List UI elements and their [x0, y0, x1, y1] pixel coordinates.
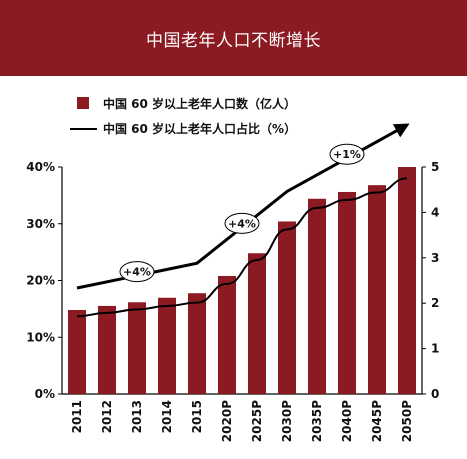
legend-line-label: 中国 60 岁以上老年人口占比（%）: [103, 121, 296, 136]
bar-2013: [128, 302, 146, 394]
x-category-label: 2015: [190, 400, 204, 433]
bar-2015: [188, 293, 206, 394]
legend-bar-label: 中国 60 岁以上老年人口数（亿人）: [103, 96, 296, 111]
bar-2035P: [308, 198, 326, 394]
bar-2012: [98, 305, 116, 394]
bar-2050P: [398, 167, 416, 394]
growth-annotation-label: +4%: [123, 266, 151, 279]
bar-2040P: [338, 191, 356, 394]
growth-annotation-label: +1%: [333, 148, 361, 161]
x-category-label: 2011: [70, 400, 84, 433]
left-axis-tick-label: 10%: [26, 330, 55, 344]
chart-title-banner: 中国老年人口不断增长: [0, 0, 467, 76]
bar-2025P: [248, 253, 266, 394]
growth-annotation-label: +4%: [228, 217, 256, 230]
x-category-label: 2012: [100, 400, 114, 433]
bar-2045P: [368, 185, 386, 394]
right-axis-tick-label: 4: [431, 205, 439, 219]
right-axis-tick-label: 5: [431, 160, 439, 174]
right-axis-tick-label: 2: [431, 296, 439, 310]
x-category-label: 2050P: [400, 400, 414, 442]
bar-2014: [158, 297, 176, 394]
x-category-label: 2030P: [280, 400, 294, 442]
bar-2011: [68, 310, 86, 394]
chart-title: 中国老年人口不断增长: [146, 30, 321, 51]
left-axis-tick-label: 20%: [26, 274, 55, 288]
x-category-label: 2014: [160, 400, 174, 433]
right-axis-tick-label: 3: [431, 251, 439, 265]
right-axis-tick-label: 0: [431, 387, 439, 401]
x-category-label: 2025P: [250, 400, 264, 442]
left-axis-tick-label: 0%: [35, 387, 55, 401]
x-category-label: 2020P: [220, 400, 234, 442]
growth-annotation-bubble: [329, 143, 365, 165]
legend-bar-swatch: [77, 97, 89, 109]
growth-annotation-bubble: [119, 261, 155, 283]
x-category-label: 2035P: [310, 400, 324, 442]
growth-annotation-bubble: [224, 212, 260, 234]
left-axis-tick-label: 40%: [26, 160, 55, 174]
right-axis-tick-label: 1: [431, 342, 439, 356]
line-series-share: [76, 177, 408, 318]
bar-2030P: [278, 221, 296, 394]
x-category-label: 2013: [130, 400, 144, 433]
bar-2020P: [218, 275, 236, 394]
x-category-label: 2045P: [370, 400, 384, 442]
x-category-label: 2040P: [340, 400, 354, 442]
left-axis-tick-label: 30%: [26, 217, 55, 231]
